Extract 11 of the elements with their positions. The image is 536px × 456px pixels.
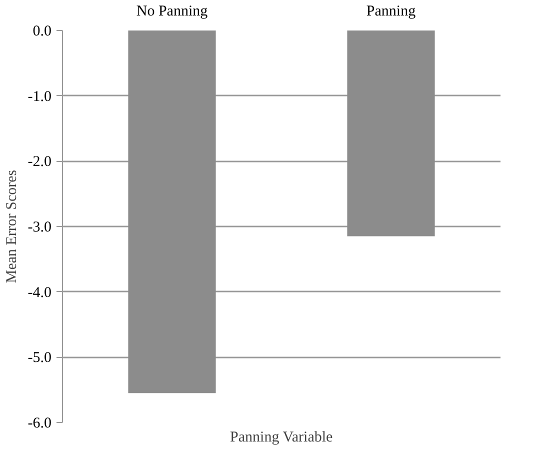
y-tick-label: -5.0: [28, 350, 52, 366]
y-tick-label: -4.0: [28, 284, 52, 301]
y-tick-label: -3.0: [28, 220, 52, 236]
x-tick-label: Panning: [366, 4, 416, 20]
x-axis-title: Panning Variable: [230, 430, 334, 446]
y-axis-title: Mean Error Scores: [4, 170, 20, 284]
y-tick-label: -1.0: [28, 88, 52, 105]
y-tick-label: 0.0: [32, 24, 52, 40]
y-tick-label: -6.0: [28, 416, 52, 432]
x-tick-label: No Panning: [136, 4, 208, 20]
y-tick-label: -2.0: [28, 154, 52, 170]
